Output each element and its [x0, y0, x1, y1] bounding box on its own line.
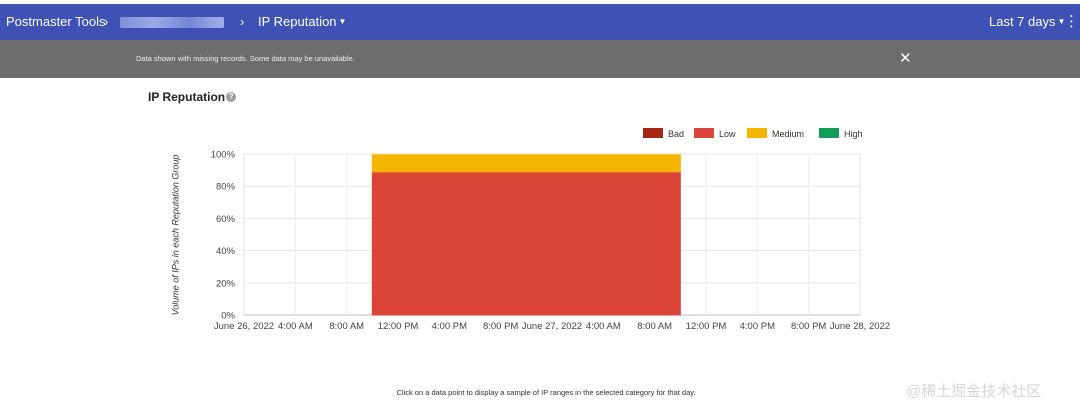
- notice-message: Data shown with missing records. Some da…: [136, 54, 355, 63]
- legend-label-bad: Bad: [668, 129, 685, 139]
- legend-item-low[interactable]: Low: [694, 128, 736, 140]
- area-medium[interactable]: [371, 153, 681, 173]
- more-vert-icon[interactable]: ⋮: [1064, 13, 1079, 30]
- y-tick-label: 80%: [216, 182, 236, 193]
- x-tick-label: 4:00 PM: [432, 321, 467, 332]
- chevron-right-icon: ›: [104, 14, 109, 29]
- chart-hint: Click on a data point to display a sampl…: [396, 388, 696, 397]
- x-tick-label: 12:00 PM: [686, 321, 727, 332]
- x-tick-label: 8:00 AM: [637, 321, 672, 332]
- legend-item-bad[interactable]: Bad: [643, 128, 684, 140]
- page-dropdown[interactable]: IP Reputation ▼: [258, 4, 346, 40]
- x-tick-label: 8:00 PM: [483, 321, 518, 332]
- help-circle-icon[interactable]: ?: [226, 92, 237, 102]
- legend-swatch-bad: [643, 128, 663, 138]
- legend-swatch-medium: [747, 128, 767, 138]
- area-low[interactable]: [371, 171, 681, 316]
- legend-label-high: High: [844, 129, 863, 139]
- x-tick-label: 4:00 PM: [740, 321, 775, 332]
- date-range-label: Last 7 days: [989, 14, 1056, 29]
- y-tick-label: 0%: [221, 311, 235, 322]
- legend-item-medium[interactable]: Medium: [747, 128, 804, 140]
- x-tick-label: 4:00 AM: [586, 321, 621, 332]
- x-tick-label: 8:00 AM: [329, 321, 364, 332]
- watermark: @稀土掘金技术社区: [906, 383, 1042, 400]
- x-tick-label: 4:00 AM: [278, 321, 313, 332]
- y-tick-label: 20%: [216, 278, 236, 289]
- legend-swatch-high: [819, 128, 839, 138]
- page-title: IP Reputation: [258, 14, 337, 29]
- legend-label-medium: Medium: [772, 129, 805, 139]
- app-name-link[interactable]: Postmaster Tools: [6, 14, 106, 29]
- legend-item-high[interactable]: High: [819, 128, 863, 140]
- x-tick-label: 12:00 PM: [378, 321, 419, 332]
- caret-down-icon: ▼: [338, 17, 347, 26]
- x-tick-label: June 28, 2022: [830, 321, 890, 332]
- close-icon[interactable]: ✕: [899, 50, 912, 67]
- y-tick-label: 40%: [216, 246, 236, 257]
- legend-label-low: Low: [719, 129, 736, 139]
- section-title-text: IP Reputation: [148, 90, 226, 104]
- y-tick-label: 60%: [216, 214, 236, 225]
- x-tick-label: 8:00 PM: [791, 321, 826, 332]
- x-tick-label: June 27, 2022: [522, 321, 582, 332]
- caret-down-icon: ▼: [1057, 17, 1066, 26]
- y-tick-label: 100%: [211, 150, 236, 161]
- notice-banner: Data shown with missing records. Some da…: [0, 40, 1080, 78]
- legend-swatch-low: [694, 128, 714, 138]
- top-app-bar: Postmaster Tools › › IP Reputation ▼ Last…: [0, 4, 1080, 40]
- x-tick-label: June 26, 2022: [214, 321, 274, 332]
- date-range-dropdown[interactable]: Last 7 days ▼: [989, 4, 1065, 40]
- redacted-domain-link[interactable]: [120, 17, 224, 28]
- chevron-right-icon: ›: [240, 14, 245, 29]
- section-title: IP Reputation?: [148, 90, 237, 104]
